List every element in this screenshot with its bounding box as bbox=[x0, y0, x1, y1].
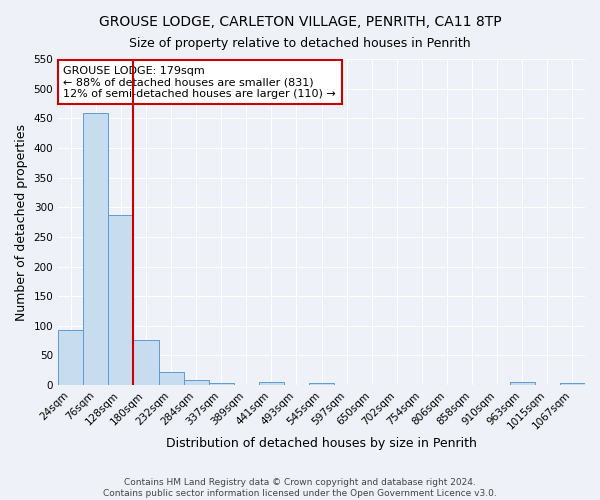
Text: Contains HM Land Registry data © Crown copyright and database right 2024.
Contai: Contains HM Land Registry data © Crown c… bbox=[103, 478, 497, 498]
Bar bbox=[309, 383, 334, 385]
Text: GROUSE LODGE: 179sqm
← 88% of detached houses are smaller (831)
12% of semi-deta: GROUSE LODGE: 179sqm ← 88% of detached h… bbox=[64, 66, 336, 98]
Text: GROUSE LODGE, CARLETON VILLAGE, PENRITH, CA11 8TP: GROUSE LODGE, CARLETON VILLAGE, PENRITH,… bbox=[98, 15, 502, 29]
Bar bbox=[133, 340, 158, 385]
Bar bbox=[184, 380, 209, 385]
Text: Size of property relative to detached houses in Penrith: Size of property relative to detached ho… bbox=[129, 38, 471, 51]
Bar bbox=[560, 383, 585, 385]
Bar bbox=[109, 215, 133, 385]
Bar bbox=[510, 382, 535, 385]
Bar bbox=[209, 383, 234, 385]
Bar bbox=[259, 382, 284, 385]
X-axis label: Distribution of detached houses by size in Penrith: Distribution of detached houses by size … bbox=[166, 437, 477, 450]
Bar bbox=[83, 113, 109, 385]
Bar bbox=[158, 372, 184, 385]
Y-axis label: Number of detached properties: Number of detached properties bbox=[15, 124, 28, 320]
Bar bbox=[58, 330, 83, 385]
